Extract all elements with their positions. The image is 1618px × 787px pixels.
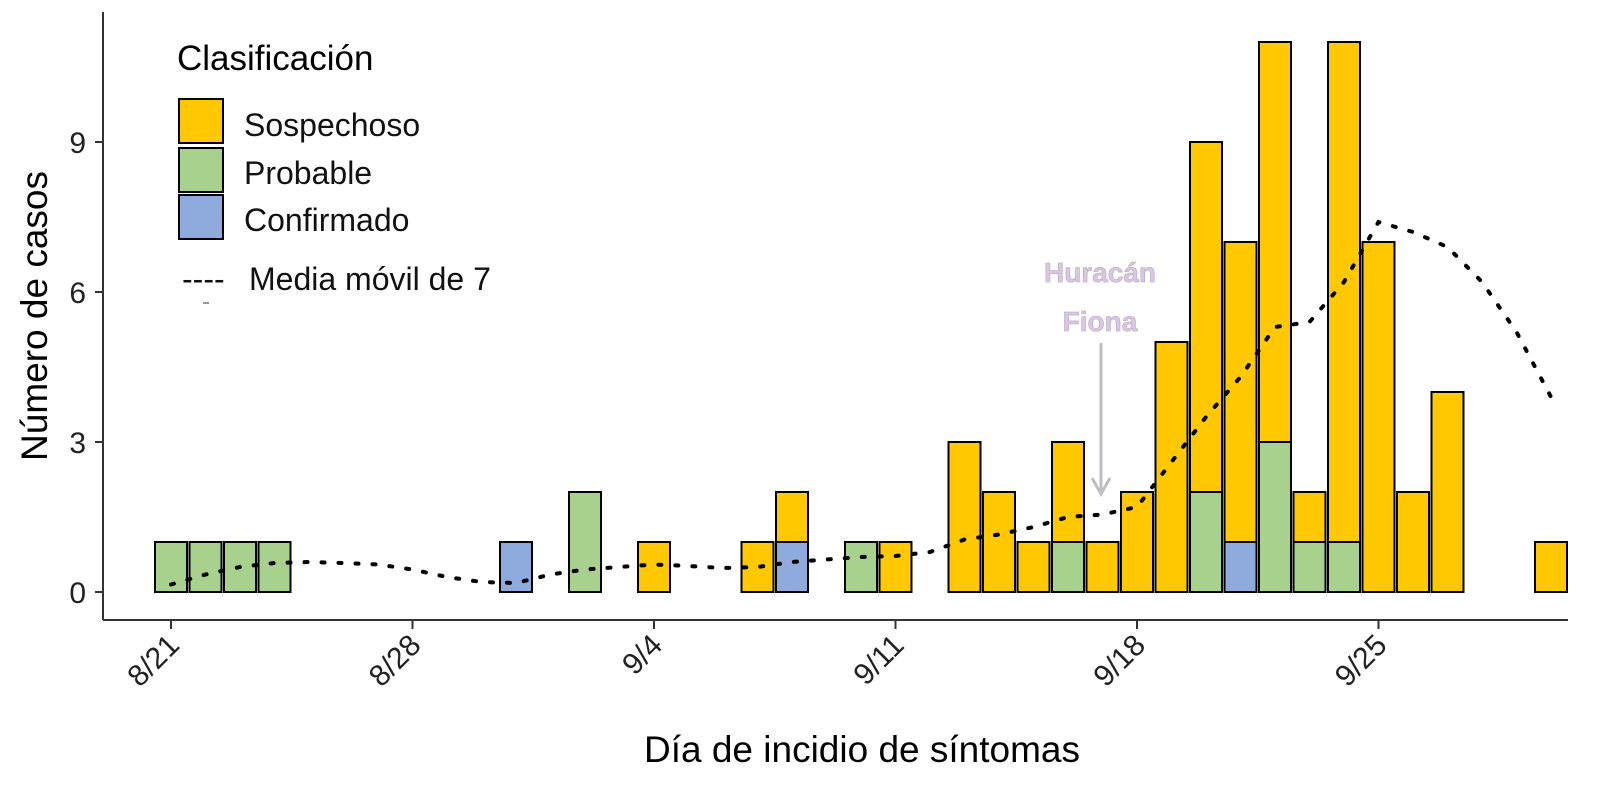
x-tick-label-9-18: 9/18 — [1087, 629, 1152, 694]
x-tick-label-9-25: 9/25 — [1329, 629, 1394, 694]
legend-label-sospechoso: Sospechoso — [244, 107, 420, 143]
bar-sospechoso-9-19 — [1154, 341, 1189, 593]
bar-sospechoso-9-23 — [1292, 491, 1327, 543]
bar-sospechoso-9-17 — [1085, 541, 1120, 593]
y-tick-label-9: 9 — [69, 127, 86, 160]
annotation-layer: Huracán Fiona — [1044, 257, 1156, 498]
x-tick-label-9-11: 9/11 — [847, 629, 910, 692]
bar-confirmado-9-8 — [775, 541, 809, 593]
bar-sospechoso-9-15 — [1016, 541, 1051, 593]
bar-sospechoso-9-25 — [1361, 241, 1396, 593]
moving-average-layer — [169, 219, 1553, 587]
bar-sospechoso-9-18 — [1120, 491, 1154, 593]
legend-label-confirmado: Confirmado — [244, 202, 409, 238]
legend-line-glyph: ---- — [182, 261, 225, 297]
x-axis-title: Día de incidio de síntomas — [644, 729, 1080, 770]
y-tick-label-0: 0 — [69, 577, 86, 610]
annotation-line-1: Huracán — [1044, 257, 1156, 288]
bar-sospechoso-9-20 — [1189, 141, 1223, 493]
bar-sospechoso-9-27 — [1430, 391, 1465, 593]
bar-sospechoso-9-14 — [982, 491, 1016, 593]
bar-sospechoso-9-11 — [878, 541, 913, 593]
y-tick-label-3: 3 — [69, 427, 86, 460]
legend-title: Clasificación — [177, 39, 373, 78]
bar-probable-9-22 — [1258, 441, 1292, 593]
bar-probable-9-16 — [1051, 541, 1085, 593]
bars-layer — [154, 41, 1568, 593]
bar-sospechoso-9-13 — [947, 441, 982, 593]
legend-small-mark — [203, 302, 209, 304]
bar-sospechoso-9-8 — [775, 491, 809, 543]
legend-swatch-confirmado — [178, 194, 224, 240]
bar-probable-9-2 — [568, 491, 602, 593]
x-tick-label-8-28: 8/28 — [363, 629, 428, 694]
axes-layer — [102, 12, 1568, 621]
bar-sospechoso-9-26 — [1396, 491, 1430, 593]
annotation-arrow-head — [1090, 477, 1112, 498]
y-tick-label-6: 6 — [69, 277, 86, 310]
x-tick-label-8-21: 8/21 — [121, 629, 186, 694]
legend-label-moving-average: Media móvil de 7 — [249, 261, 491, 297]
y-axis-title: Número de casos — [14, 171, 55, 461]
y-ticks-layer: 0 3 6 9 — [69, 127, 103, 610]
bar-confirmado-9-21 — [1223, 541, 1258, 593]
bar-sospechoso-9-21 — [1223, 241, 1258, 543]
bar-probable-9-23 — [1292, 541, 1327, 593]
legend-label-probable: Probable — [244, 155, 372, 191]
bar-sospechoso-9-22 — [1258, 41, 1292, 443]
bar-probable-8-22 — [188, 541, 223, 593]
x-ticks-layer: 8/21 8/28 9/4 9/11 9/18 9/25 — [121, 620, 1393, 693]
bar-probable-9-20 — [1189, 491, 1223, 593]
bar-sospechoso-9-16 — [1051, 441, 1085, 543]
legend: Clasificación Sospechoso Probable Confir… — [177, 39, 491, 304]
bar-probable-9-10 — [844, 541, 878, 593]
legend-swatch-probable — [178, 147, 224, 193]
moving-average-line — [169, 219, 1553, 587]
bar-sospechoso-9-24 — [1327, 41, 1361, 543]
legend-swatch-sospechoso — [178, 98, 224, 144]
bar-confirmado-8-31 — [499, 541, 533, 593]
bar-sospechoso-9-30 — [1534, 541, 1568, 593]
bar-probable-9-24 — [1327, 541, 1361, 593]
bar-probable-8-24 — [257, 541, 292, 593]
annotation-line-2: Fiona — [1063, 306, 1138, 337]
x-tick-label-9-4: 9/4 — [616, 629, 669, 682]
